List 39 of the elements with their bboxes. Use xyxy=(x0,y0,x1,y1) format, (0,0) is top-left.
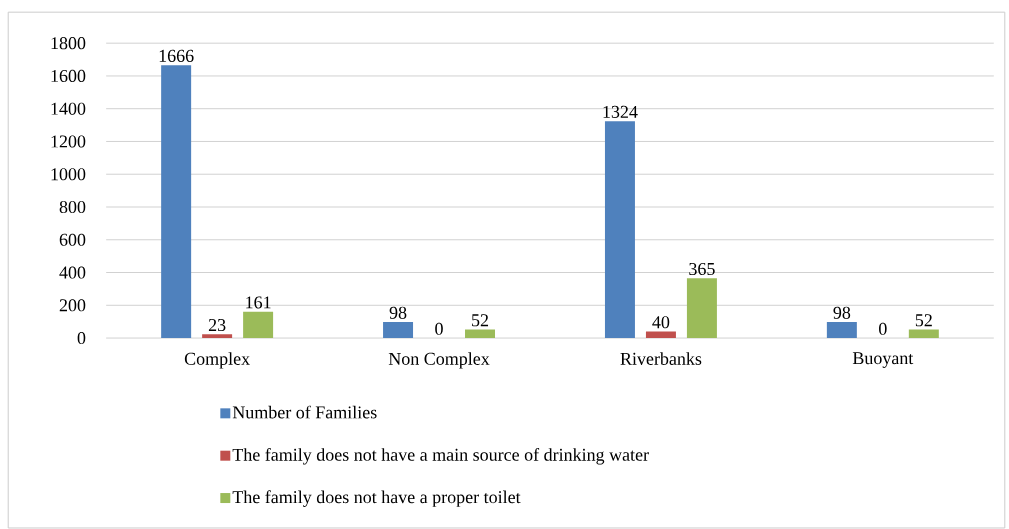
bar xyxy=(604,121,635,338)
bar xyxy=(645,331,676,338)
legend-label: Number of Families xyxy=(232,405,377,419)
y-tick-label: 1800 xyxy=(51,37,86,50)
y-tick-label: 0 xyxy=(77,331,86,345)
data-label: 0 xyxy=(435,322,443,335)
y-tick-label: 1400 xyxy=(51,102,86,115)
legend-label: The family does not have a main source of drinking water xyxy=(232,447,649,465)
y-tick-label: 1000 xyxy=(51,168,86,181)
x-tick-label: Buoyant xyxy=(852,352,914,368)
data-label: 1666 xyxy=(159,49,194,62)
data-label: 0 xyxy=(879,322,887,335)
data-label: 98 xyxy=(389,306,407,319)
data-label: 52 xyxy=(472,314,489,327)
y-tick-label: 800 xyxy=(59,200,86,213)
bar xyxy=(908,329,939,338)
bar xyxy=(161,65,192,338)
bar xyxy=(383,321,414,338)
bar xyxy=(243,311,274,338)
x-tick-label: Non Complex xyxy=(388,352,490,369)
data-label: 40 xyxy=(652,316,670,329)
bar xyxy=(202,334,233,338)
data-label: 98 xyxy=(833,306,851,319)
data-label: 23 xyxy=(208,318,226,332)
y-tick-label: 1600 xyxy=(51,69,86,82)
y-tick-label: 600 xyxy=(59,233,86,246)
data-label: 1324 xyxy=(603,105,638,118)
x-tick-label: Riverbanks xyxy=(620,352,702,365)
bar xyxy=(686,278,717,338)
data-label: 365 xyxy=(689,262,715,275)
data-label: 161 xyxy=(246,296,271,309)
x-tick-label: Complex xyxy=(184,352,250,369)
bar xyxy=(826,321,857,338)
y-tick-label: 1200 xyxy=(51,135,86,148)
data-label: 52 xyxy=(915,314,932,327)
legend-label: The family does not have a proper toilet xyxy=(232,490,521,507)
y-tick-label: 400 xyxy=(59,266,86,279)
y-tick-label: 200 xyxy=(59,299,86,312)
bar xyxy=(465,329,496,338)
